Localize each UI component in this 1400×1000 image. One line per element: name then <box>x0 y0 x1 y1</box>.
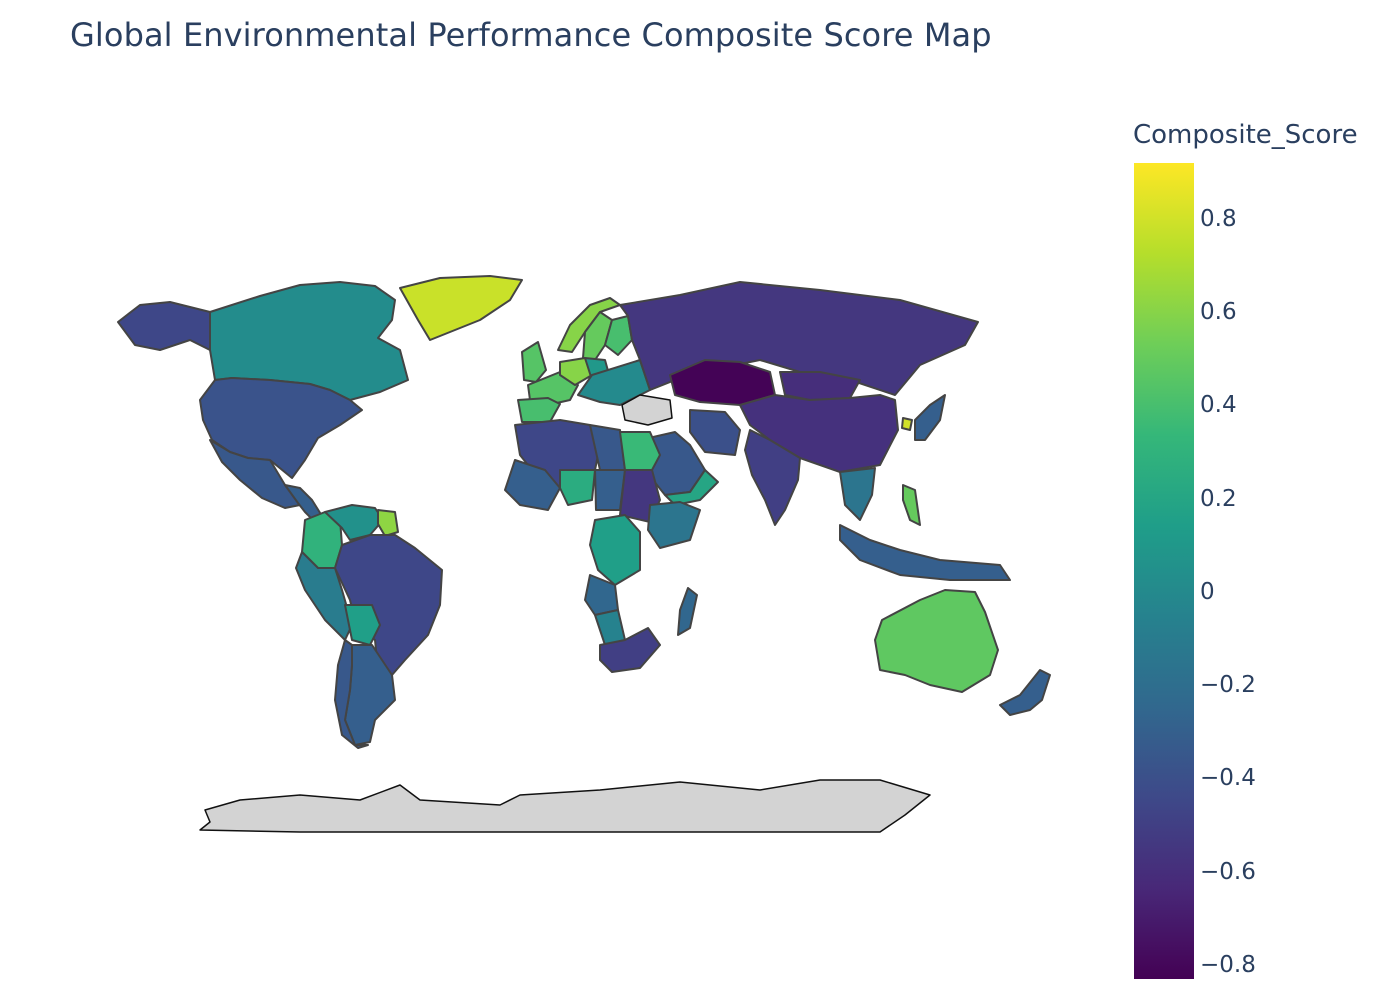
region-indonesia[interactable]: Indonesia <box>839 524 1011 581</box>
region-philippines[interactable]: Philippines <box>902 484 921 526</box>
region-bolivia[interactable]: Bolivia <box>344 604 381 646</box>
region-spain[interactable]: Spain <box>517 397 561 423</box>
region-mali[interactable]: Mali <box>504 459 561 511</box>
colorbar <box>1134 163 1194 979</box>
region-germany[interactable]: Germany <box>559 357 593 386</box>
region-greenland[interactable]: Greenland <box>399 275 523 341</box>
region-southeast-asia[interactable]: Southeast Asia <box>839 467 876 521</box>
region-chile[interactable]: Chile <box>334 639 369 749</box>
region-dr-congo[interactable]: DR Congo <box>589 514 641 586</box>
region-south-africa[interactable]: South Africa <box>599 627 661 673</box>
region-south-korea[interactable]: South Korea <box>901 417 913 431</box>
colorbar-tick-label: −0.2 <box>1200 672 1256 699</box>
region-japan[interactable]: Japan <box>914 394 946 441</box>
region-madagascar[interactable]: Madagascar <box>677 587 698 636</box>
region-india[interactable]: India <box>744 429 801 526</box>
world-map: CanadaUnited StatesAlaskaGreenlandMexico… <box>0 0 1110 1000</box>
colorbar-title: Composite_Score <box>1133 120 1358 150</box>
region-iran[interactable]: Iran <box>689 409 741 456</box>
colorbar-tick-label: 0 <box>1200 578 1215 605</box>
region-antarctica[interactable]: Antarctica <box>199 779 931 833</box>
colorbar-tick-label: 0.4 <box>1200 392 1237 419</box>
region-alaska[interactable]: Alaska <box>117 301 211 351</box>
colorbar-tick-label: 0.8 <box>1200 205 1237 232</box>
region-new-zealand[interactable]: New Zealand <box>999 669 1051 716</box>
colorbar-tick-label: −0.6 <box>1200 858 1256 885</box>
choropleth-map[interactable]: CanadaUnited StatesAlaskaGreenlandMexico… <box>0 0 1110 1000</box>
region-finland[interactable]: Finland <box>604 315 633 356</box>
region-guyana[interactable]: Guyana <box>377 509 399 537</box>
region-peru[interactable]: Peru <box>295 551 353 641</box>
region-australia[interactable]: Australia <box>874 589 999 693</box>
colorbar-tick-label: 0.6 <box>1200 299 1237 326</box>
colorbar-tick-label: −0.4 <box>1200 765 1256 792</box>
colorbar-tick-label: 0.2 <box>1200 485 1237 512</box>
region-united-kingdom[interactable]: United Kingdom <box>521 341 547 383</box>
region-venezuela[interactable]: Venezuela <box>324 504 384 541</box>
region-ethiopia[interactable]: Ethiopia <box>647 501 701 549</box>
region-niger[interactable]: Niger <box>559 469 596 506</box>
colorbar-tick-label: −0.8 <box>1200 952 1256 978</box>
region-turkey[interactable]: Turkey <box>621 394 673 426</box>
region-egypt[interactable]: Egypt <box>619 431 661 471</box>
region-united-states[interactable]: United States <box>199 377 363 479</box>
region-namibia[interactable]: Namibia <box>594 609 626 646</box>
map-title: Global Environmental Performance Composi… <box>70 16 992 54</box>
